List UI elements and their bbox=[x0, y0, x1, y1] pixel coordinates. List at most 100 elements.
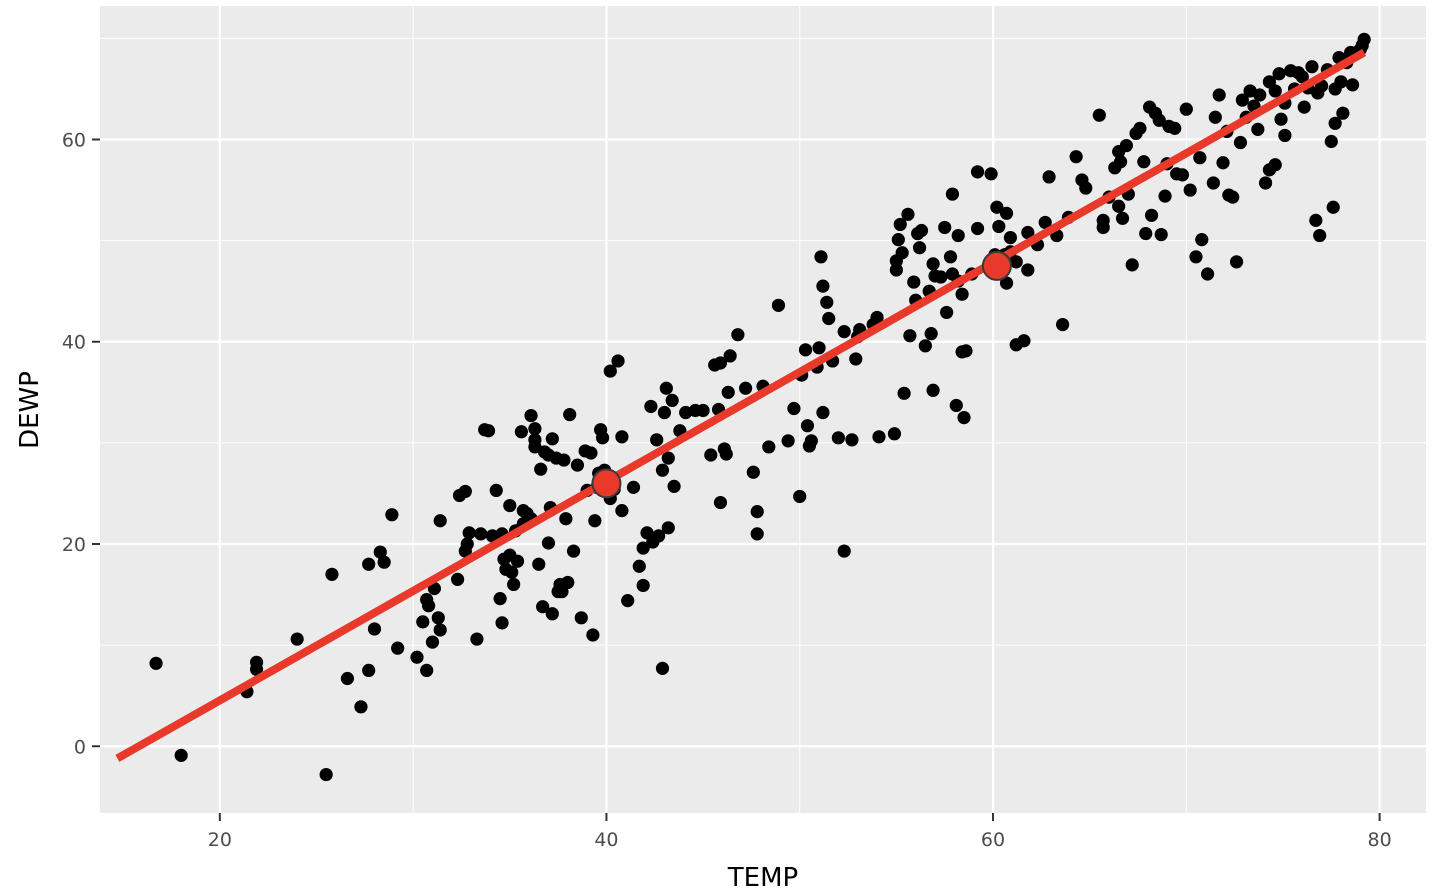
data-point bbox=[584, 446, 598, 460]
data-point bbox=[1092, 108, 1106, 122]
x-tick-label: 40 bbox=[594, 829, 618, 851]
data-point bbox=[340, 671, 355, 686]
data-point bbox=[762, 440, 776, 454]
fit-line bbox=[115, 49, 1367, 762]
data-point bbox=[1113, 155, 1128, 169]
data-point bbox=[416, 615, 430, 629]
data-point bbox=[655, 661, 670, 675]
data-point bbox=[433, 514, 447, 528]
data-point bbox=[462, 526, 476, 540]
y-tick-label: 0 bbox=[74, 736, 86, 758]
data-point bbox=[665, 393, 679, 407]
data-point bbox=[632, 559, 646, 573]
data-point bbox=[970, 165, 985, 179]
data-point bbox=[837, 325, 851, 339]
data-point bbox=[559, 512, 573, 526]
data-point bbox=[626, 480, 641, 494]
data-point bbox=[897, 386, 911, 400]
data-point bbox=[1278, 128, 1292, 143]
data-point bbox=[1137, 155, 1151, 169]
data-point bbox=[901, 207, 915, 221]
data-point bbox=[1328, 116, 1342, 130]
x-tick-label: 80 bbox=[1368, 829, 1392, 851]
data-point bbox=[621, 594, 635, 608]
data-point bbox=[1115, 211, 1130, 225]
data-point bbox=[949, 398, 963, 413]
data-point bbox=[1309, 213, 1323, 227]
data-point bbox=[373, 545, 387, 559]
data-point bbox=[887, 427, 902, 441]
data-point bbox=[652, 529, 666, 543]
data-point bbox=[505, 565, 519, 579]
data-point bbox=[481, 424, 496, 438]
data-point bbox=[926, 257, 940, 271]
x-tick-label: 20 bbox=[208, 829, 232, 851]
data-point bbox=[992, 219, 1006, 234]
y-axis-ticks: 0 20 40 60 bbox=[62, 129, 100, 758]
data-point bbox=[574, 611, 588, 625]
data-point bbox=[431, 611, 445, 625]
data-point bbox=[945, 187, 960, 201]
data-point bbox=[889, 263, 903, 277]
data-point bbox=[1042, 170, 1056, 184]
data-point bbox=[367, 622, 382, 636]
data-point bbox=[907, 275, 921, 289]
data-point bbox=[798, 343, 813, 357]
data-point bbox=[999, 276, 1014, 290]
data-point bbox=[1233, 135, 1248, 150]
data-point bbox=[636, 578, 650, 593]
data-point bbox=[814, 250, 828, 264]
data-point bbox=[425, 635, 440, 649]
data-point bbox=[615, 504, 629, 518]
data-point bbox=[1144, 208, 1159, 222]
data-point bbox=[793, 489, 807, 504]
data-point bbox=[1096, 220, 1110, 235]
data-point bbox=[493, 592, 507, 606]
x-axis-title: TEMP bbox=[727, 863, 798, 893]
data-point bbox=[354, 700, 368, 714]
data-point bbox=[1274, 112, 1288, 126]
data-point bbox=[781, 434, 795, 448]
data-point bbox=[739, 381, 753, 395]
data-point bbox=[721, 385, 735, 399]
data-point bbox=[595, 431, 610, 445]
data-point bbox=[1003, 230, 1018, 245]
data-point bbox=[1324, 134, 1338, 149]
data-point bbox=[534, 462, 548, 476]
data-point bbox=[650, 433, 664, 447]
data-point bbox=[510, 554, 525, 568]
data-point bbox=[970, 221, 985, 236]
data-point bbox=[955, 287, 969, 301]
data-point bbox=[870, 310, 884, 325]
data-point bbox=[914, 223, 929, 238]
data-point bbox=[1206, 176, 1220, 190]
data-point bbox=[545, 607, 559, 621]
data-point bbox=[541, 536, 556, 550]
data-point bbox=[1056, 317, 1070, 332]
data-point bbox=[1079, 181, 1093, 195]
data-point bbox=[959, 344, 973, 358]
data-point bbox=[1195, 233, 1209, 247]
data-point bbox=[831, 431, 845, 445]
data-point bbox=[1326, 200, 1340, 214]
major-grid bbox=[100, 6, 1426, 813]
data-point bbox=[816, 405, 830, 420]
data-point bbox=[1235, 93, 1249, 107]
data-point bbox=[655, 463, 670, 477]
data-point bbox=[812, 341, 826, 355]
data-point bbox=[603, 364, 617, 378]
data-point bbox=[1336, 106, 1350, 120]
data-point bbox=[566, 544, 581, 558]
data-point bbox=[1208, 110, 1222, 124]
y-tick-label: 20 bbox=[62, 534, 86, 556]
data-point bbox=[1268, 158, 1282, 172]
data-point bbox=[615, 430, 629, 444]
data-point bbox=[290, 632, 304, 646]
data-point bbox=[611, 354, 625, 368]
data-point bbox=[723, 349, 737, 363]
data-point bbox=[1168, 121, 1182, 135]
data-point bbox=[586, 628, 600, 642]
data-point bbox=[1212, 88, 1226, 102]
data-point bbox=[661, 451, 675, 465]
data-point bbox=[999, 206, 1014, 220]
